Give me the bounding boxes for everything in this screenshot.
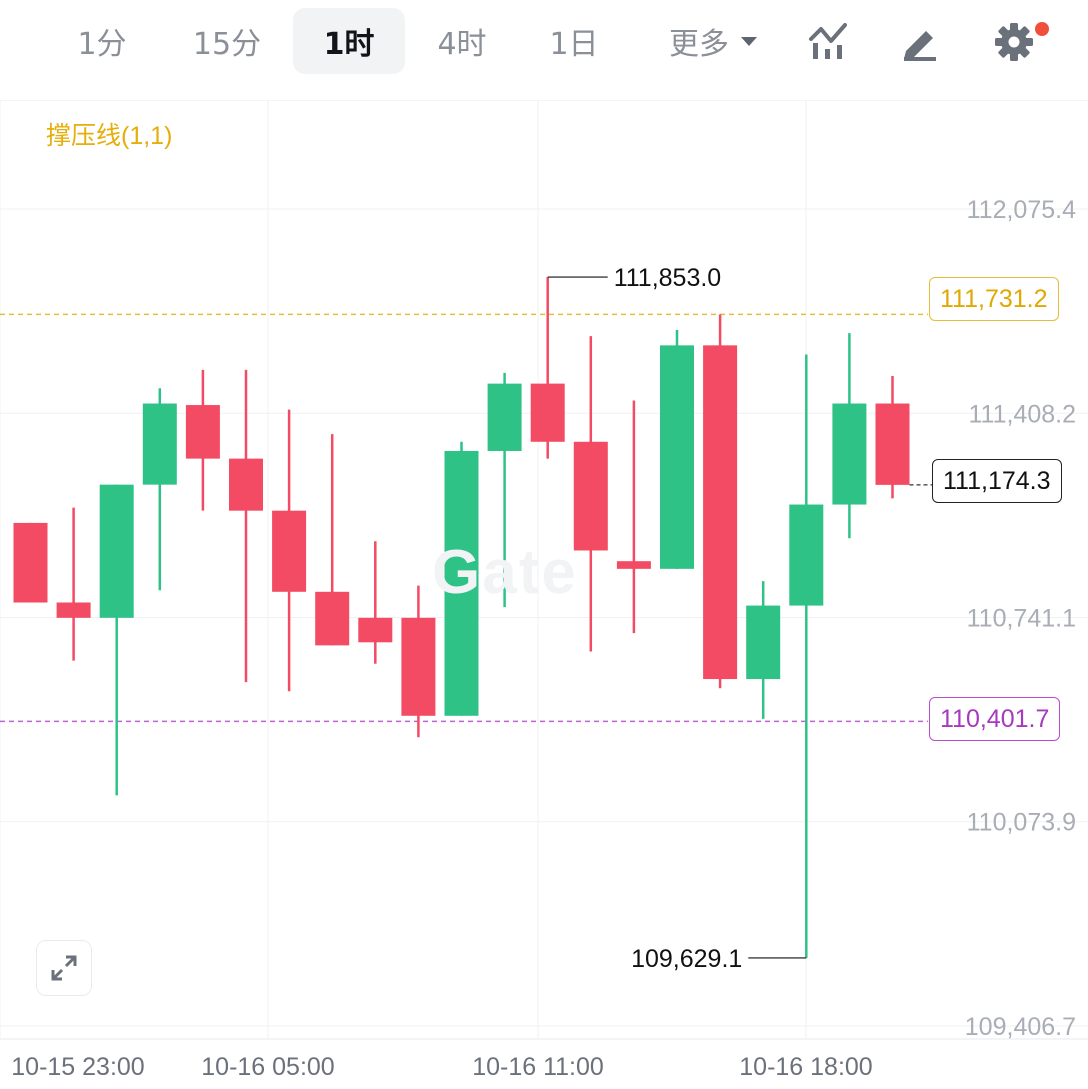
candlestick-chart[interactable]: 112,075.4 111,408.2 110,741.1 110,073.9 109,… [0, 100, 1088, 1081]
candle-body[interactable] [616, 561, 651, 569]
indicator-chart-icon [809, 23, 847, 59]
x-axis-tick-label: 10-15 23:00 [11, 1053, 144, 1081]
indicator-chart-button[interactable] [804, 18, 852, 66]
candle-body[interactable] [99, 484, 134, 618]
y-axis-tick-label: 110,741.1 [967, 604, 1076, 632]
more-timeframes-dropdown[interactable]: 更多 [648, 8, 778, 74]
current-price-tag: 111,174.3 [932, 459, 1062, 503]
gate-watermark: Gate [432, 538, 578, 607]
candle-body[interactable] [56, 602, 91, 618]
resistance-price-tag: 111,731.2 [929, 277, 1059, 321]
x-axis-tick-label: 10-16 18:00 [739, 1053, 872, 1081]
candle-body[interactable] [315, 591, 350, 646]
candle-body[interactable] [875, 403, 910, 485]
low-annotation-label: 109,629.1 [631, 945, 742, 973]
tab-1day[interactable]: 1日 [549, 27, 599, 62]
draw-pen-icon [904, 31, 936, 61]
candle-body[interactable] [142, 403, 177, 485]
y-axis-tick-label: 110,073.9 [967, 809, 1076, 837]
tab-1min[interactable]: 1分 [77, 27, 127, 62]
settings-button[interactable] [990, 18, 1038, 66]
chart-toolbar: 1分 15分 1时 4时 1日 更多 [0, 0, 1088, 84]
settings-gear-icon [995, 23, 1033, 61]
support-price-tag: 110,401.7 [929, 697, 1061, 741]
candle-body[interactable] [789, 504, 824, 606]
candle-body[interactable] [185, 405, 220, 459]
candle-body[interactable] [272, 510, 307, 592]
expand-icon [51, 955, 77, 981]
x-axis-tick-label: 10-16 05:00 [201, 1053, 334, 1081]
candle-body[interactable] [832, 403, 867, 505]
candle-body[interactable] [660, 345, 694, 569]
candle-body[interactable] [746, 605, 781, 680]
candle-body[interactable] [229, 458, 263, 511]
tab-1hour[interactable]: 1时 [293, 8, 405, 74]
chevron-down-icon [741, 36, 757, 46]
draw-tool-button[interactable] [896, 18, 944, 66]
high-annotation-label: 111,853.0 [614, 264, 722, 292]
y-axis-tick-label: 111,408.2 [968, 400, 1076, 428]
candle-body[interactable] [444, 450, 479, 716]
fullscreen-button[interactable] [36, 940, 92, 996]
more-label: 更多 [669, 27, 729, 62]
chart-canvas[interactable]: 112,075.4 111,408.2 110,741.1 110,073.9 109,… [0, 100, 1088, 1089]
y-axis-tick-label: 112,075.4 [967, 196, 1076, 224]
candle-body[interactable] [530, 383, 565, 442]
candle-body[interactable] [13, 522, 48, 603]
x-axis-tick-label: 10-16 11:00 [472, 1053, 604, 1081]
candle-body[interactable] [573, 441, 608, 551]
settings-notification-dot [1035, 22, 1049, 36]
support-resistance-indicator-label[interactable]: 撑压线(1,1) [46, 122, 173, 150]
y-axis-tick-label: 109,406.7 [965, 1013, 1076, 1041]
candle-body[interactable] [703, 345, 738, 680]
candle-body[interactable] [358, 617, 393, 643]
candle-body[interactable] [487, 383, 522, 451]
tab-4hour[interactable]: 4时 [437, 27, 487, 62]
candle-body[interactable] [401, 617, 436, 716]
tab-15min[interactable]: 15分 [192, 27, 262, 62]
